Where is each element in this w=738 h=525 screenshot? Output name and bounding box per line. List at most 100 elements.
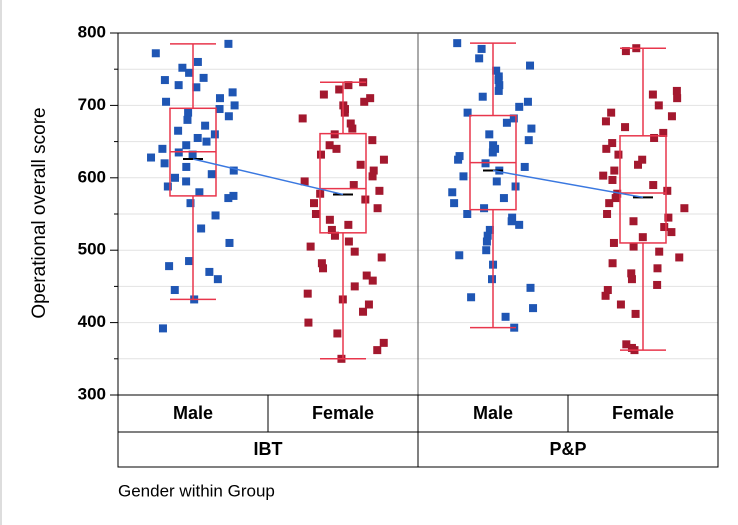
- data-point: [215, 94, 224, 103]
- data-point: [368, 276, 377, 285]
- data-point: [494, 86, 503, 95]
- data-point: [306, 242, 315, 251]
- data-point: [515, 220, 524, 229]
- data-point: [483, 231, 492, 240]
- data-point: [607, 108, 616, 117]
- data-point: [359, 307, 368, 316]
- data-point: [151, 49, 160, 58]
- data-point: [325, 215, 334, 224]
- data-point: [485, 130, 494, 139]
- data-point: [210, 130, 219, 139]
- data-point: [193, 57, 202, 66]
- data-point: [638, 155, 647, 164]
- data-point: [348, 124, 357, 133]
- data-point: [602, 144, 611, 153]
- y-tick-label: 700: [78, 95, 106, 114]
- data-point: [672, 86, 681, 95]
- data-point: [330, 231, 339, 240]
- data-point: [182, 177, 191, 186]
- data-point: [527, 124, 536, 133]
- category-label: Female: [312, 403, 374, 423]
- y-tick-label: 800: [78, 22, 106, 41]
- data-point: [485, 225, 494, 234]
- data-point: [364, 300, 373, 309]
- data-point: [526, 283, 535, 292]
- data-point: [482, 237, 491, 246]
- data-point: [520, 162, 529, 171]
- data-point: [183, 115, 192, 124]
- y-axis-label: Operational overall score: [29, 107, 50, 318]
- data-point: [667, 228, 676, 237]
- data-point: [509, 114, 518, 123]
- data-point: [375, 186, 384, 195]
- data-point: [629, 242, 638, 251]
- data-point: [373, 204, 382, 213]
- data-point: [202, 137, 211, 146]
- data-point: [303, 289, 312, 298]
- data-point: [310, 199, 319, 208]
- data-point: [366, 94, 375, 103]
- data-point: [478, 92, 487, 101]
- data-point: [197, 224, 206, 233]
- data-point: [213, 275, 222, 284]
- box: [619, 135, 667, 244]
- data-point: [368, 172, 377, 181]
- data-point: [603, 210, 612, 218]
- data-point: [455, 251, 464, 260]
- data-point: [495, 81, 504, 90]
- data-point: [659, 128, 668, 137]
- group-label: P&P: [549, 439, 586, 459]
- data-point: [360, 97, 369, 106]
- data-point: [201, 121, 210, 130]
- data-point: [608, 175, 617, 184]
- data-point: [344, 81, 353, 90]
- data-point: [631, 309, 640, 318]
- data-point: [653, 264, 662, 273]
- data-point: [450, 199, 459, 208]
- data-point: [160, 76, 169, 85]
- data-point: [185, 68, 194, 77]
- data-point: [188, 150, 197, 159]
- data-point: [162, 97, 171, 106]
- y-tick-label: 300: [78, 384, 106, 403]
- data-point: [344, 237, 353, 246]
- data-point: [663, 186, 672, 195]
- data-point: [311, 210, 320, 218]
- data-point: [507, 217, 516, 226]
- data-point: [482, 246, 491, 255]
- group-label: IBT: [254, 439, 283, 459]
- data-point: [158, 324, 167, 333]
- data-point: [477, 44, 486, 53]
- data-point: [368, 136, 377, 145]
- data-point: [230, 101, 239, 110]
- data-point: [608, 139, 617, 148]
- data-point: [316, 150, 325, 159]
- data-point: [673, 94, 682, 103]
- data-point: [298, 114, 307, 123]
- category-label: Male: [173, 403, 213, 423]
- data-point: [463, 210, 472, 218]
- data-point: [621, 123, 630, 132]
- data-point: [648, 90, 657, 99]
- data-point: [182, 141, 191, 150]
- plot: [147, 39, 689, 363]
- data-point: [653, 280, 662, 289]
- data-point: [373, 346, 382, 355]
- data-point: [170, 173, 179, 182]
- data-point: [627, 275, 636, 284]
- data-point: [163, 182, 172, 191]
- data-point: [182, 162, 191, 171]
- data-point: [526, 61, 535, 70]
- data-point: [492, 66, 501, 75]
- data-point: [304, 318, 313, 327]
- data-point: [317, 259, 326, 268]
- data-point: [225, 238, 234, 247]
- mean-line: [192, 158, 344, 196]
- data-point: [448, 188, 457, 197]
- data-point: [335, 85, 344, 94]
- data-point: [601, 291, 610, 300]
- data-point: [480, 204, 489, 213]
- data-point: [379, 338, 388, 347]
- data-point: [349, 181, 358, 190]
